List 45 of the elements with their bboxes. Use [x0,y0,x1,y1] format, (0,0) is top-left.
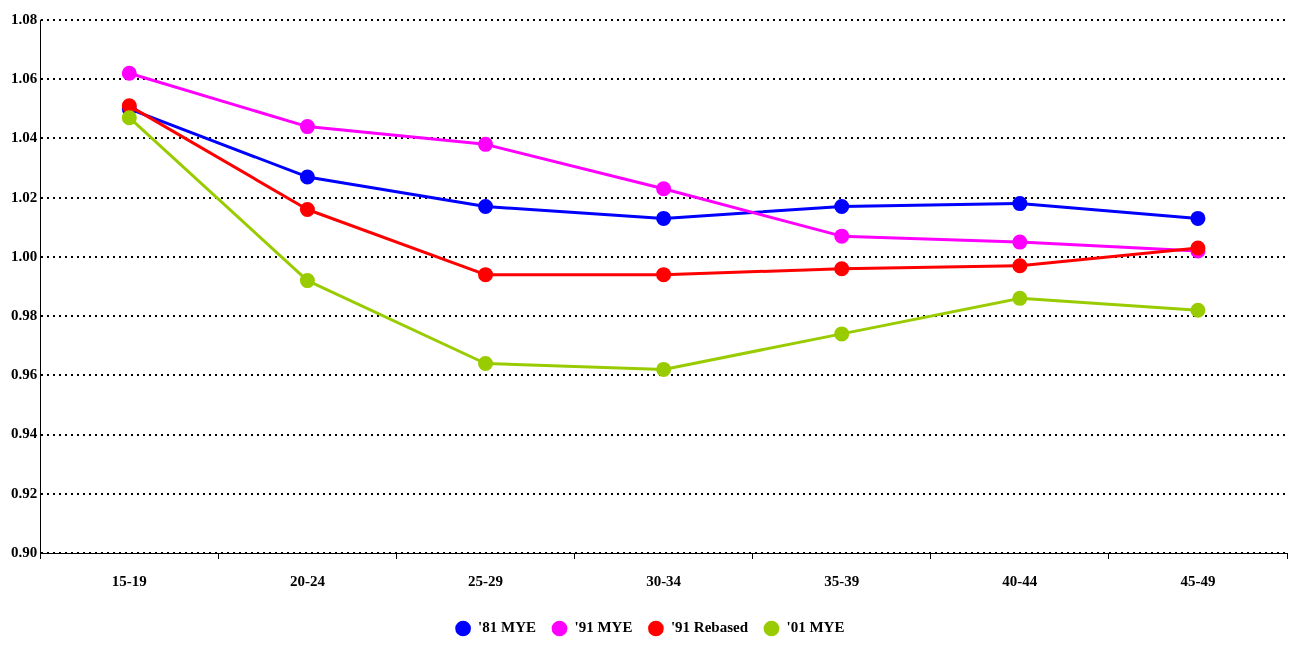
point [834,228,850,244]
x-tick-label: 25-29 [468,572,504,589]
x-tick-label: 20-24 [289,572,326,589]
point [299,169,315,185]
point [478,355,494,371]
y-tick-label: 0.90 [11,543,38,560]
point [656,267,672,283]
y-tick-label: 1.02 [11,188,38,205]
point [1012,290,1028,306]
point [656,210,672,226]
legend-label: '91 Rebased [670,619,749,636]
legend-label: '81 MYE [478,619,537,636]
y-tick-label: 1.06 [11,70,38,87]
point [478,267,494,283]
point [1012,234,1028,250]
point [478,199,494,215]
point [1190,302,1206,318]
y-tick-label: 0.94 [11,425,38,442]
x-tick-label: 30-34 [646,572,682,589]
x-tick-label: 15-19 [111,572,147,589]
point [1012,258,1028,274]
x-tick-label: 40-44 [1002,572,1038,589]
point [299,273,315,289]
point [121,65,137,81]
point [834,326,850,342]
point [121,110,137,126]
point [478,136,494,152]
point [834,199,850,215]
point [656,181,672,197]
legend-label: '91 MYE [574,619,633,636]
point [1012,196,1028,212]
y-tick-label: 1.04 [11,129,38,146]
point [299,119,315,135]
point [299,202,315,218]
point [1190,210,1206,226]
y-tick-label: 0.92 [11,484,38,501]
legend-label: '01 MYE [786,619,845,636]
point [656,361,672,377]
y-tick-label: 1.08 [11,10,38,27]
x-tick-label: 45-49 [1180,572,1216,589]
y-tick-label: 0.96 [11,366,38,383]
y-tick-label: 0.98 [11,306,38,323]
point [834,261,850,277]
y-tick-label: 1.00 [11,247,38,264]
x-tick-label: 35-39 [824,572,860,589]
